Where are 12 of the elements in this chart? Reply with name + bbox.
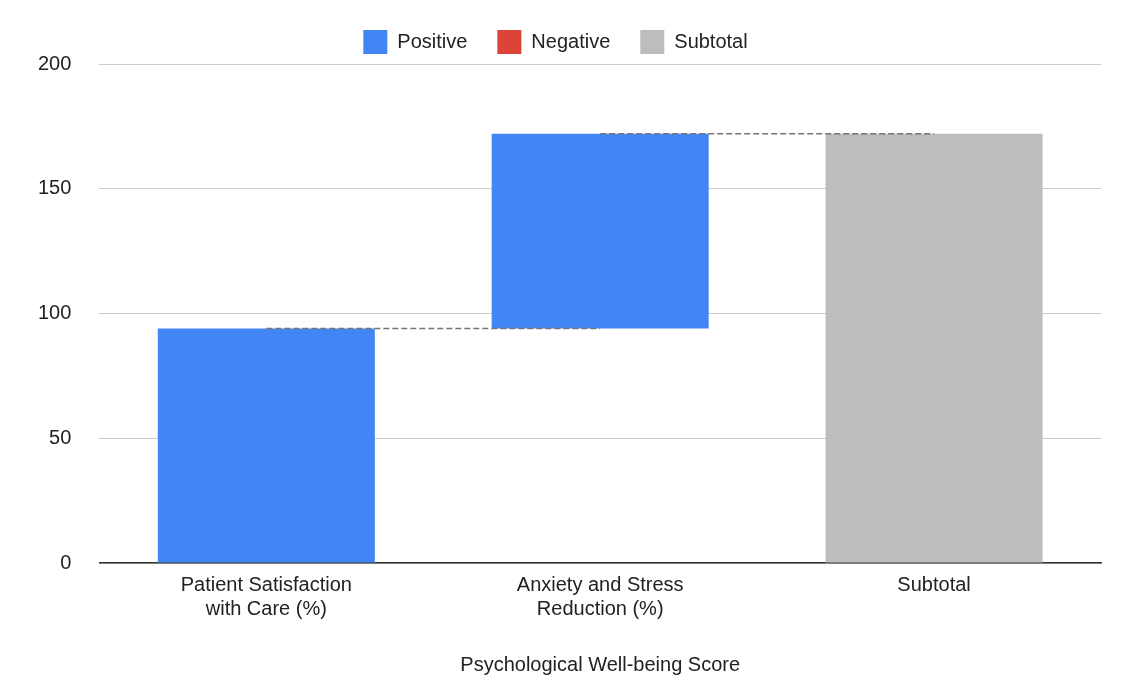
y-tick-label: 150 (37, 176, 72, 199)
legend-label: Subtotal (674, 29, 748, 52)
y-tick-label: 200 (37, 51, 72, 74)
x-tick-label: Subtotal (897, 572, 971, 595)
y-tick-label: 100 (37, 301, 72, 324)
x-axis-title: Psychological Well-being Score (460, 652, 741, 675)
legend-label: Positive (397, 29, 468, 52)
legend-label: Negative (531, 29, 611, 52)
y-tick-label: 0 (60, 550, 72, 573)
y-tick-label: 50 (49, 425, 72, 448)
x-tick-label: Patient Satisfaction with Care (%) (180, 572, 352, 619)
x-tick-label: Anxiety and Stress Reduction (%) (516, 572, 684, 619)
